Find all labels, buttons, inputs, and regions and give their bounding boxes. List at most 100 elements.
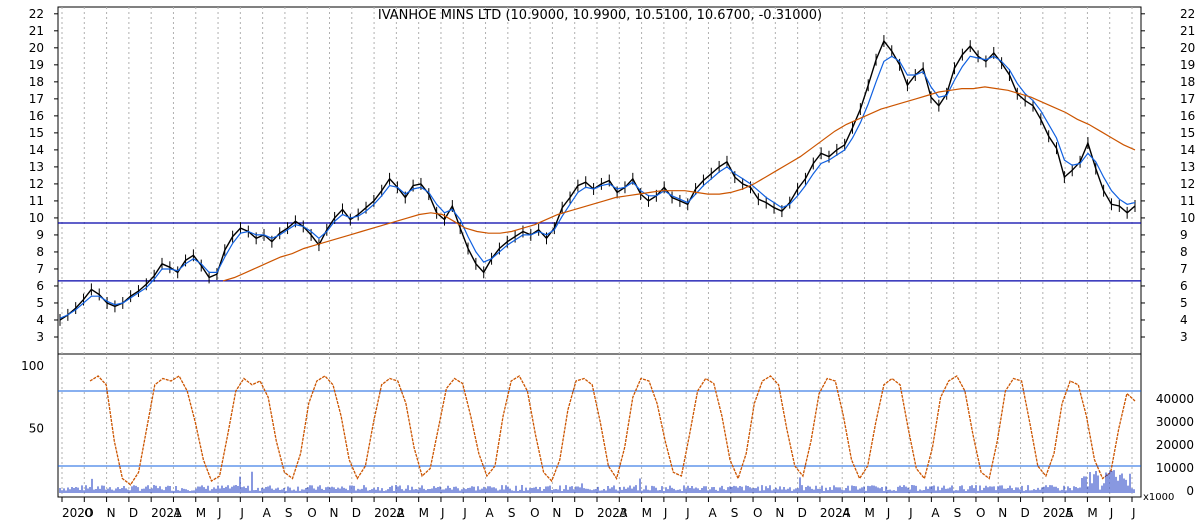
x-tick-label: M: [865, 506, 875, 520]
osc-tick-label-left: 100: [21, 359, 44, 373]
osc-tick-label-right: 20000: [1156, 438, 1194, 452]
volume-unit-label: x1000: [1143, 492, 1174, 503]
x-tick-label: N: [552, 506, 561, 520]
price-tick-label-right: 18: [1180, 75, 1195, 89]
price-tick-label-left: 13: [29, 160, 44, 174]
price-tick-label-right: 10: [1180, 211, 1195, 225]
x-tick-label: J: [663, 506, 668, 520]
x-tick-label: D: [1021, 506, 1030, 520]
price-tick-label-right: 11: [1180, 194, 1195, 208]
price-tick-label-left: 21: [29, 24, 44, 38]
x-tick-label: O: [307, 506, 316, 520]
x-tick-label: D: [352, 506, 361, 520]
osc-tick-label-right: 30000: [1156, 415, 1194, 429]
x-tick-label: D: [129, 506, 138, 520]
price-tick-label-right: 7: [1180, 262, 1188, 276]
x-tick-label: S: [954, 506, 962, 520]
x-tick-label: J: [886, 506, 891, 520]
x-tick-label: M: [1087, 506, 1097, 520]
price-tick-label-right: 4: [1180, 313, 1188, 327]
x-tick-label: J: [462, 506, 467, 520]
price-tick-label-right: 13: [1180, 160, 1195, 174]
price-tick-label-right: 8: [1180, 245, 1188, 259]
x-tick-label: S: [285, 506, 293, 520]
x-tick-label: J: [685, 506, 690, 520]
price-tick-label-left: 16: [29, 109, 44, 123]
x-tick-label: 2024: [820, 506, 851, 520]
x-tick-label: N: [107, 506, 116, 520]
support-lines: [58, 222, 1141, 467]
price-tick-label-right: 9: [1180, 228, 1188, 242]
x-tick-label: J: [908, 506, 913, 520]
price-tick-label-left: 12: [29, 177, 44, 191]
x-tick-label: M: [419, 506, 429, 520]
chart-title: IVANHOE MINS LTD (10.9000, 10.9900, 10.5…: [378, 8, 822, 23]
price-tick-label-left: 10: [29, 211, 44, 225]
x-tick-label: J: [440, 506, 445, 520]
price-tick-label-right: 3: [1180, 330, 1188, 344]
long-moving-average-line: [222, 86, 1136, 282]
volume-bars: [59, 470, 1135, 493]
price-tick-label-right: 12: [1180, 177, 1195, 191]
oscillator-panel-frame: [57, 353, 1142, 498]
x-tick-label: A: [396, 506, 405, 520]
x-tick-label: S: [731, 506, 739, 520]
x-tick-label: D: [575, 506, 584, 520]
price-tick-label-left: 6: [36, 279, 44, 293]
oscillator-series-group: [89, 375, 1136, 486]
price-tick-label-right: 6: [1180, 279, 1188, 293]
x-tick-label: 2022: [374, 506, 405, 520]
price-tick-label-right: 16: [1180, 109, 1195, 123]
x-tick-label: A: [486, 506, 495, 520]
x-tick-label: A: [1065, 506, 1074, 520]
price-tick-label-right: 14: [1180, 143, 1195, 157]
price-tick-label-right: 17: [1180, 92, 1195, 106]
price-tick-label-right: 20: [1180, 41, 1195, 55]
price-series-group: [59, 35, 1136, 326]
price-tick-label-left: 8: [36, 245, 44, 259]
price-tick-label-right: 19: [1180, 58, 1195, 72]
price-tick-label-left: 17: [29, 92, 44, 106]
price-tick-label-left: 4: [36, 313, 44, 327]
stochastic-line: [89, 375, 1136, 486]
x-tick-label: J: [1109, 506, 1114, 520]
price-tick-label-left: 22: [29, 7, 44, 21]
x-tick-label: A: [619, 506, 628, 520]
x-tick-label: A: [931, 506, 940, 520]
x-tick-label: 2025: [1043, 506, 1074, 520]
price-tick-label-right: 22: [1180, 7, 1195, 21]
short-moving-average-line: [59, 55, 1136, 319]
price-tick-label-left: 15: [29, 126, 44, 140]
x-tick-label: O: [753, 506, 762, 520]
price-tick-label-left: 19: [29, 58, 44, 72]
price-tick-label-left: 5: [36, 296, 44, 310]
price-tick-label-left: 20: [29, 41, 44, 55]
x-tick-label: 2021: [151, 506, 182, 520]
x-tick-label: O: [976, 506, 985, 520]
price-tick-label-right: 5: [1180, 296, 1188, 310]
x-tick-label: A: [842, 506, 851, 520]
x-tick-label: J: [1131, 506, 1136, 520]
x-tick-label: J: [217, 506, 222, 520]
osc-tick-label-left: 50: [29, 422, 44, 436]
price-line: [59, 39, 1136, 321]
x-tick-label: A: [263, 506, 272, 520]
x-tick-label: M: [196, 506, 206, 520]
price-tick-label-left: 11: [29, 194, 44, 208]
price-tick-label-left: 18: [29, 75, 44, 89]
price-tick-label-left: 9: [36, 228, 44, 242]
osc-tick-label-right: 40000: [1156, 392, 1194, 406]
x-tick-label: N: [775, 506, 784, 520]
x-tick-label: M: [642, 506, 652, 520]
x-tick-label: O: [530, 506, 539, 520]
osc-tick-label-right: 0: [1186, 484, 1194, 498]
x-tick-label: J: [239, 506, 244, 520]
price-tick-label-left: 3: [36, 330, 44, 344]
osc-tick-label-right: 10000: [1156, 461, 1194, 475]
price-tick-label-left: 14: [29, 143, 44, 157]
x-tick-label: 2023: [597, 506, 628, 520]
x-tick-label: D: [798, 506, 807, 520]
x-tick-label: A: [708, 506, 717, 520]
